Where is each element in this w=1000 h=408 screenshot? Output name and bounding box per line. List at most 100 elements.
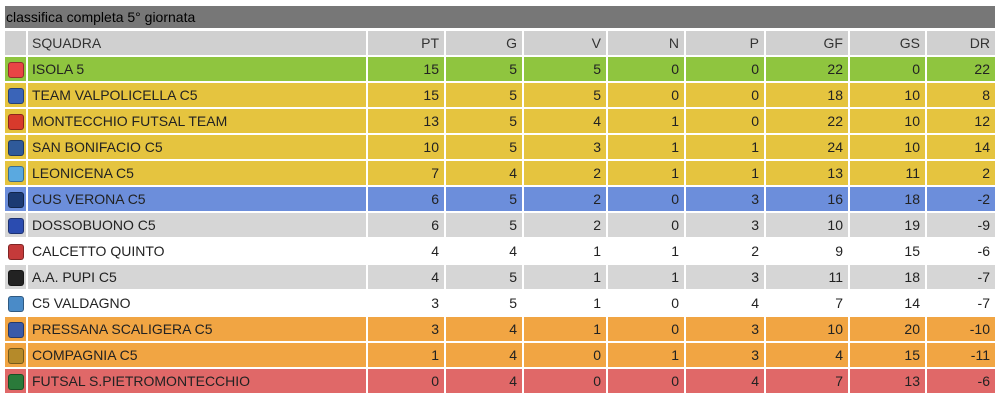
table-row: CALCETTO QUINTO 4 4 1 1 2 9 15 -6 bbox=[5, 239, 997, 265]
stat-gs: 11 bbox=[850, 161, 927, 187]
stat-gs: 10 bbox=[850, 109, 927, 135]
stat-pt: 6 bbox=[368, 187, 446, 213]
stat-n: 1 bbox=[608, 161, 686, 187]
stat-gs: 10 bbox=[850, 135, 927, 161]
stat-n: 0 bbox=[608, 317, 686, 343]
stat-n: 1 bbox=[608, 135, 686, 161]
team-name: FUTSAL S.PIETROMONTECCHIO bbox=[28, 369, 368, 395]
stat-gf: 13 bbox=[766, 161, 850, 187]
stat-p: 4 bbox=[686, 369, 766, 395]
team-logo-cell bbox=[5, 265, 28, 291]
team-logo-cell bbox=[5, 213, 28, 239]
stat-v: 5 bbox=[524, 83, 608, 109]
team-name: TEAM VALPOLICELLA C5 bbox=[28, 83, 368, 109]
stat-n: 1 bbox=[608, 343, 686, 369]
stat-gf: 22 bbox=[766, 57, 850, 83]
stat-gs: 15 bbox=[850, 343, 927, 369]
table-row: A.A. PUPI C5 4 5 1 1 3 11 18 -7 bbox=[5, 265, 997, 291]
stat-p: 3 bbox=[686, 187, 766, 213]
stat-p: 0 bbox=[686, 57, 766, 83]
stat-g: 5 bbox=[446, 135, 524, 161]
stat-g: 5 bbox=[446, 291, 524, 317]
stat-pt: 4 bbox=[368, 239, 446, 265]
stat-p: 3 bbox=[686, 317, 766, 343]
team-logo-cell bbox=[5, 369, 28, 395]
header-logo-cell bbox=[5, 31, 28, 57]
table-row: C5 VALDAGNO 3 5 1 0 4 7 14 -7 bbox=[5, 291, 997, 317]
stat-gf: 10 bbox=[766, 213, 850, 239]
table-row: FUTSAL S.PIETROMONTECCHIO 0 4 0 0 4 7 13 -6 bbox=[5, 369, 997, 395]
table-row: CUS VERONA C5 6 5 2 0 3 16 18 -2 bbox=[5, 187, 997, 213]
team-logo-cell bbox=[5, 187, 28, 213]
stat-gf: 7 bbox=[766, 291, 850, 317]
stat-pt: 4 bbox=[368, 265, 446, 291]
stat-v: 1 bbox=[524, 291, 608, 317]
stat-dr: 8 bbox=[927, 83, 997, 109]
table-row: COMPAGNIA C5 1 4 0 1 3 4 15 -11 bbox=[5, 343, 997, 369]
stat-dr: 14 bbox=[927, 135, 997, 161]
team-logo-cell bbox=[5, 135, 28, 161]
stat-v: 4 bbox=[524, 109, 608, 135]
stat-v: 2 bbox=[524, 161, 608, 187]
header-dr: DR bbox=[927, 31, 997, 57]
table-row: ISOLA 5 15 5 5 0 0 22 0 22 bbox=[5, 57, 997, 83]
team-name: DOSSOBUONO C5 bbox=[28, 213, 368, 239]
compagnia-logo bbox=[7, 348, 24, 365]
stat-n: 1 bbox=[608, 239, 686, 265]
header-gf: GF bbox=[766, 31, 850, 57]
standings-table: SQUADRA PT G V N P GF GS DR ISOLA 5 15 5 5 0… bbox=[5, 31, 997, 395]
stat-dr: -11 bbox=[927, 343, 997, 369]
isola5-logo bbox=[7, 62, 24, 79]
header-v: V bbox=[524, 31, 608, 57]
stat-v: 2 bbox=[524, 187, 608, 213]
stat-p: 1 bbox=[686, 135, 766, 161]
stat-gs: 20 bbox=[850, 317, 927, 343]
stat-gs: 19 bbox=[850, 213, 927, 239]
stat-pt: 7 bbox=[368, 161, 446, 187]
team-name: C5 VALDAGNO bbox=[28, 291, 368, 317]
stat-dr: -7 bbox=[927, 265, 997, 291]
stat-gf: 16 bbox=[766, 187, 850, 213]
stat-dr: 2 bbox=[927, 161, 997, 187]
stat-dr: -7 bbox=[927, 291, 997, 317]
table-row: TEAM VALPOLICELLA C5 15 5 5 0 0 18 10 8 bbox=[5, 83, 997, 109]
stat-dr: 12 bbox=[927, 109, 997, 135]
valpolicella-logo bbox=[7, 88, 24, 105]
stat-gf: 22 bbox=[766, 109, 850, 135]
table-row: SAN BONIFACIO C5 10 5 3 1 1 24 10 14 bbox=[5, 135, 997, 161]
stat-g: 4 bbox=[446, 161, 524, 187]
sanpietro-logo bbox=[7, 374, 24, 391]
pupi-logo bbox=[7, 270, 24, 287]
stat-dr: -6 bbox=[927, 369, 997, 395]
team-logo-cell bbox=[5, 57, 28, 83]
stat-pt: 3 bbox=[368, 317, 446, 343]
stat-dr: 22 bbox=[927, 57, 997, 83]
team-name: CUS VERONA C5 bbox=[28, 187, 368, 213]
table-row: DOSSOBUONO C5 6 5 2 0 3 10 19 -9 bbox=[5, 213, 997, 239]
dossobuono-logo bbox=[7, 218, 24, 235]
stat-gs: 15 bbox=[850, 239, 927, 265]
stat-n: 1 bbox=[608, 265, 686, 291]
team-name: MONTECCHIO FUTSAL TEAM bbox=[28, 109, 368, 135]
header-pt: PT bbox=[368, 31, 446, 57]
stat-g: 5 bbox=[446, 265, 524, 291]
stat-gf: 10 bbox=[766, 317, 850, 343]
stat-pt: 13 bbox=[368, 109, 446, 135]
stat-pt: 3 bbox=[368, 291, 446, 317]
table-row: LEONICENA C5 7 4 2 1 1 13 11 2 bbox=[5, 161, 997, 187]
stat-g: 5 bbox=[446, 83, 524, 109]
team-name: SAN BONIFACIO C5 bbox=[28, 135, 368, 161]
sanbonifacio-logo bbox=[7, 140, 24, 157]
stat-gs: 14 bbox=[850, 291, 927, 317]
stat-n: 0 bbox=[608, 83, 686, 109]
stat-gf: 7 bbox=[766, 369, 850, 395]
team-logo-cell bbox=[5, 343, 28, 369]
stat-p: 2 bbox=[686, 239, 766, 265]
stat-gs: 18 bbox=[850, 187, 927, 213]
stat-n: 1 bbox=[608, 109, 686, 135]
pressana-logo bbox=[7, 322, 24, 339]
stat-pt: 1 bbox=[368, 343, 446, 369]
stat-gf: 4 bbox=[766, 343, 850, 369]
stat-dr: -2 bbox=[927, 187, 997, 213]
header-squadra: SQUADRA bbox=[28, 31, 368, 57]
